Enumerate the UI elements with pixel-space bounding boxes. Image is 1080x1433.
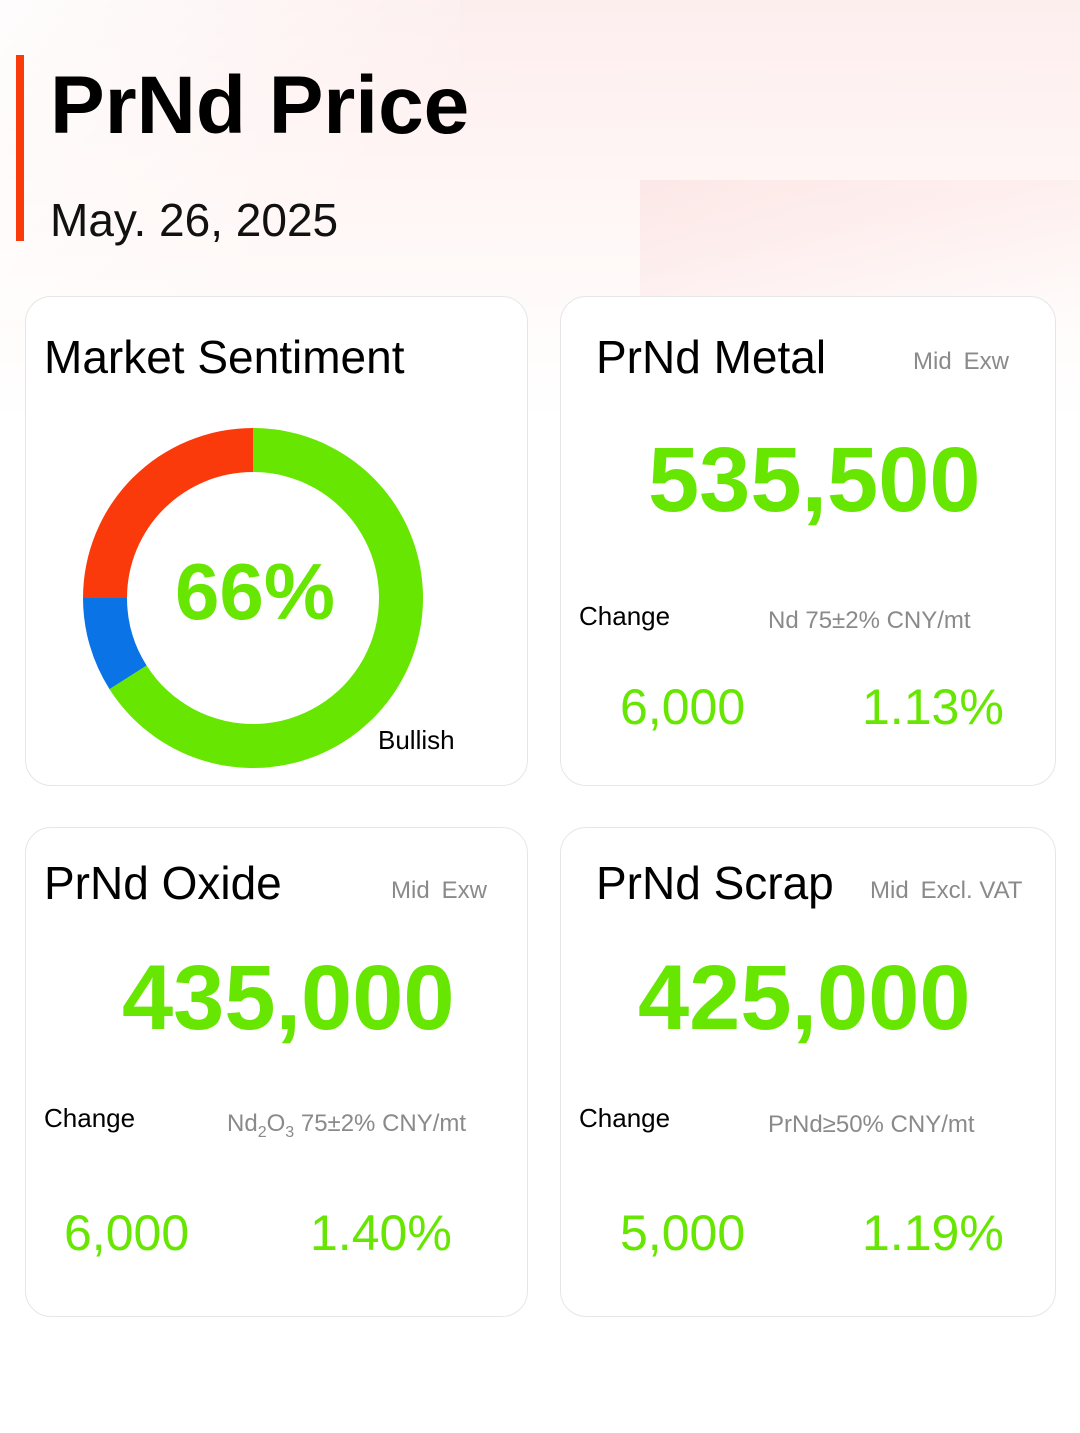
title-accent-bar <box>16 55 24 241</box>
sentiment-percent: 66% <box>174 547 336 636</box>
prnd-metal-basis: Exw <box>963 348 1010 375</box>
prnd-metal-unit: Nd 75±2% CNY/mt <box>768 607 971 634</box>
prnd-oxide-unit-subscript: 3 <box>285 1123 295 1141</box>
prnd-metal-mid: Mid <box>913 348 952 375</box>
donut-segment-bearish <box>83 428 253 598</box>
sentiment-donut-chart <box>55 400 451 796</box>
prnd-scrap-unit: PrNd≥50% CNY/mt <box>768 1111 975 1138</box>
prnd-scrap-card <box>560 827 1056 1317</box>
page-title: PrNd Price <box>50 60 470 151</box>
background-shape <box>0 0 460 320</box>
prnd-metal-meta: Mid Exw <box>913 347 1009 377</box>
donut-segment-neutral <box>83 598 147 690</box>
prnd-oxide-unit: Nd2O3 75±2% CNY/mt <box>227 1109 466 1148</box>
market-sentiment-title: Market Sentiment <box>44 331 405 383</box>
prnd-scrap-title: PrNd Scrap <box>596 857 834 909</box>
prnd-scrap-change-percent: 1.19% <box>862 1205 1004 1261</box>
prnd-oxide-price: 435,000 <box>122 947 455 1049</box>
prnd-oxide-change-percent: 1.40% <box>310 1205 452 1261</box>
prnd-oxide-meta: Mid Exw <box>391 876 487 906</box>
prnd-metal-card <box>560 296 1056 786</box>
page-date: May. 26, 2025 <box>50 194 339 246</box>
prnd-oxide-card <box>25 827 528 1317</box>
prnd-scrap-meta: Mid Excl. VAT <box>870 876 1022 906</box>
prnd-oxide-title: PrNd Oxide <box>44 857 282 909</box>
prnd-metal-change-label: Change <box>579 601 671 631</box>
prnd-oxide-mid: Mid <box>391 877 430 904</box>
prnd-scrap-change-label: Change <box>579 1103 671 1133</box>
prnd-oxide-unit-oxygen: O <box>266 1110 286 1137</box>
prnd-metal-change-percent: 1.13% <box>862 679 1004 735</box>
prnd-oxide-unit-suffix: 75±2% CNY/mt <box>294 1110 467 1137</box>
prnd-metal-title: PrNd Metal <box>596 331 827 383</box>
prnd-oxide-basis: Exw <box>441 877 488 904</box>
prnd-scrap-price: 425,000 <box>638 947 971 1049</box>
sentiment-donut-svg <box>83 428 424 768</box>
prnd-scrap-basis: Excl. VAT <box>920 877 1023 904</box>
prnd-scrap-mid: Mid <box>870 877 909 904</box>
prnd-oxide-unit-prefix: Nd <box>227 1110 258 1137</box>
prnd-oxide-unit-subscript: 2 <box>257 1123 267 1141</box>
prnd-oxide-change-label: Change <box>44 1103 136 1133</box>
prnd-scrap-change-value: 5,000 <box>620 1205 746 1261</box>
prnd-metal-price: 535,500 <box>648 429 981 531</box>
prnd-metal-change-value: 6,000 <box>620 679 746 735</box>
prnd-oxide-change-value: 6,000 <box>64 1205 190 1261</box>
sentiment-label: Bullish <box>378 725 455 755</box>
